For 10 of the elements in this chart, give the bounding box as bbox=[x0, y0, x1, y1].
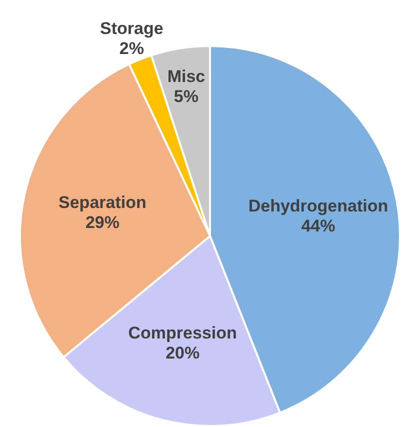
slice-label: Separation bbox=[58, 192, 146, 212]
slice-label: Compression bbox=[128, 324, 237, 343]
data-label: 20% bbox=[166, 344, 200, 363]
data-label: 2% bbox=[119, 39, 144, 58]
data-label: 5% bbox=[174, 86, 199, 106]
data-label: 29% bbox=[85, 212, 120, 232]
data-label: 44% bbox=[301, 216, 336, 236]
slice-label: Misc bbox=[167, 66, 206, 86]
slice-label: Dehydrogenation bbox=[248, 196, 388, 216]
slice-label: Storage bbox=[100, 19, 164, 38]
